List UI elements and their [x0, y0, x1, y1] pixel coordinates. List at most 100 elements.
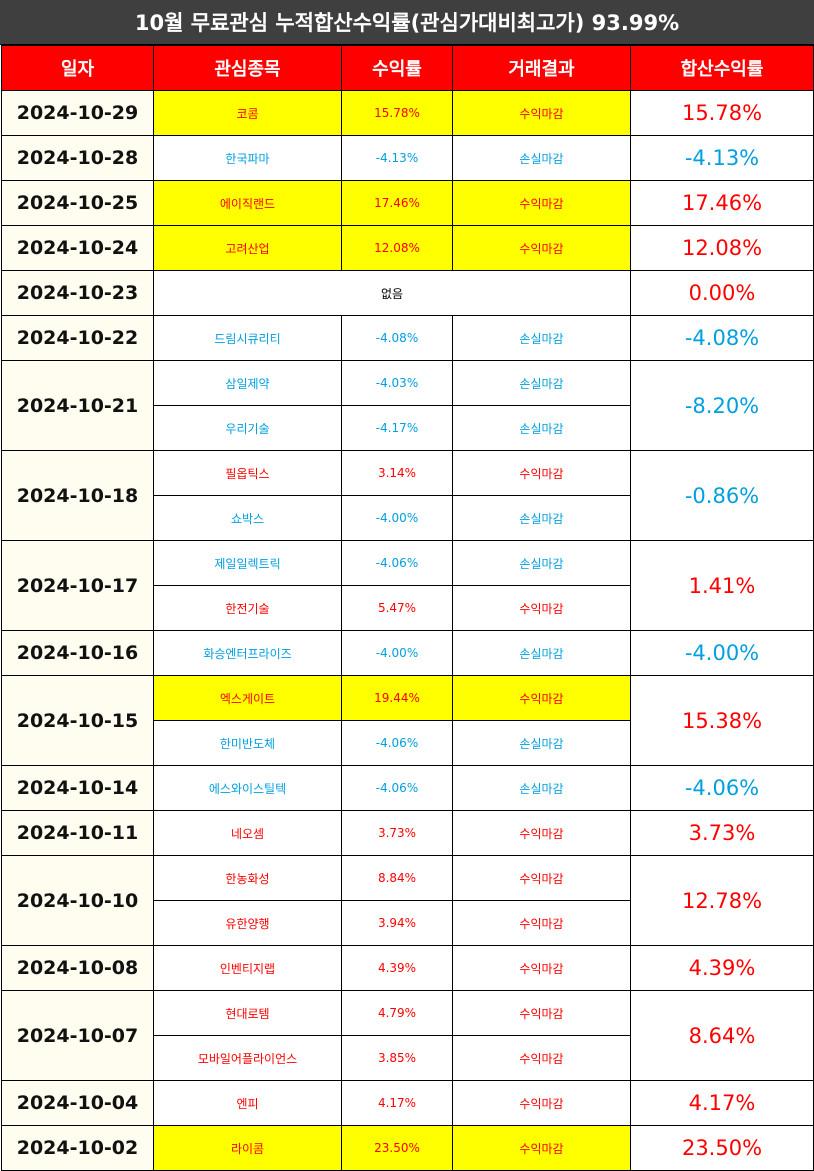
date-cell: 2024-10-21 [1, 360, 154, 451]
rate-cell: 17.46% [341, 180, 453, 226]
table-row: 우리기술 -4.17% 손실마감 [2, 405, 814, 451]
stock-name-cell: 코콤 [153, 90, 342, 136]
stock-name-cell: 에스와이스틸텍 [153, 765, 342, 811]
rate-cell: 4.79% [341, 990, 453, 1036]
stock-name-cell: 유한양행 [153, 900, 342, 946]
total-return-cell: -4.06% [630, 765, 814, 811]
result-cell: 수익마감 [452, 675, 631, 721]
result-cell: 손실마감 [452, 405, 631, 451]
result-cell: 수익마감 [452, 225, 631, 271]
stock-name-cell: 쇼박스 [153, 495, 342, 541]
date-cell: 2024-10-28 [1, 135, 154, 181]
stock-name-cell: 한미반도체 [153, 720, 342, 766]
date-cell: 2024-10-23 [1, 270, 154, 316]
total-return-cell: 17.46% [630, 180, 814, 226]
date-cell: 2024-10-18 [1, 450, 154, 541]
result-cell: 수익마감 [452, 1125, 631, 1171]
total-return-cell: 15.78% [630, 90, 814, 136]
rate-cell: -4.00% [341, 495, 453, 541]
table-row: 2024-10-14 에스와이스틸텍 -4.06% 손실마감 -4.06% [1, 765, 814, 811]
header-stock: 관심종목 [153, 45, 342, 91]
stock-name-cell: 라이콤 [153, 1125, 342, 1171]
total-return-cell: 8.64% [630, 990, 814, 1081]
table-row: 2024-10-02 라이콤 23.50% 수익마감 23.50% [1, 1125, 814, 1171]
stock-name-cell: 드림시큐리티 [153, 315, 342, 361]
rate-cell: 5.47% [341, 585, 453, 631]
total-return-cell: 0.00% [630, 270, 814, 316]
rate-cell: 3.73% [341, 810, 453, 856]
date-cell: 2024-10-14 [1, 765, 154, 811]
total-return-cell: 15.38% [630, 675, 814, 766]
date-cell: 2024-10-24 [1, 225, 154, 271]
table-row: 유한양행 3.94% 수익마감 [2, 900, 814, 946]
header-date: 일자 [1, 45, 154, 91]
table-row: 2024-10-17 제일일렉트릭 -4.06% 손실마감 1.41% [1, 540, 814, 631]
rate-cell: -4.13% [341, 135, 453, 181]
date-cell: 2024-10-02 [1, 1125, 154, 1171]
rate-cell: -4.00% [341, 630, 453, 676]
stock-name-cell: 에이직랜드 [153, 180, 342, 226]
rate-cell: 15.78% [341, 90, 453, 136]
result-cell: 수익마감 [452, 180, 631, 226]
stock-name-cell: 인벤티지랩 [153, 945, 342, 991]
total-return-cell: 12.78% [630, 855, 814, 946]
stock-name-cell: 필옵틱스 [153, 450, 342, 496]
rate-cell: -4.06% [341, 765, 453, 811]
date-cell: 2024-10-29 [1, 90, 154, 136]
rate-cell: -4.17% [341, 405, 453, 451]
rate-cell: -4.06% [341, 720, 453, 766]
rate-cell: 3.14% [341, 450, 453, 496]
result-cell: 손실마감 [452, 720, 631, 766]
result-cell: 수익마감 [452, 1035, 631, 1081]
table-row: 2024-10-15 엑스게이트 19.44% 수익마감 15.38% [1, 675, 814, 766]
date-cell: 2024-10-04 [1, 1080, 154, 1126]
header-rate: 수익률 [341, 45, 453, 91]
table-row: 쇼박스 -4.00% 손실마감 [2, 495, 814, 541]
date-cell: 2024-10-16 [1, 630, 154, 676]
date-cell: 2024-10-22 [1, 315, 154, 361]
stock-name-cell: 우리기술 [153, 405, 342, 451]
stock-name-cell: 한국파마 [153, 135, 342, 181]
result-cell: 손실마감 [452, 135, 631, 181]
stock-name-cell: 화승엔터프라이즈 [153, 630, 342, 676]
sheet-title: 10월 무료관심 누적합산수익률(관심가대비최고가) 93.99% [0, 0, 814, 45]
rate-cell: -4.08% [341, 315, 453, 361]
date-cell: 2024-10-10 [1, 855, 154, 946]
total-return-cell: -4.00% [630, 630, 814, 676]
stock-name-cell: 삼일제약 [153, 360, 342, 406]
date-cell: 2024-10-25 [1, 180, 154, 226]
table-row: 2024-10-22 드림시큐리티 -4.08% 손실마감 -4.08% [1, 315, 814, 361]
result-cell: 손실마감 [452, 765, 631, 811]
date-cell: 2024-10-07 [1, 990, 154, 1081]
result-cell: 손실마감 [452, 540, 631, 586]
table-row: 2024-10-28 한국파마 -4.13% 손실마감 -4.13% [1, 135, 814, 181]
result-cell: 수익마감 [452, 990, 631, 1036]
rate-cell: 12.08% [341, 225, 453, 271]
total-return-cell: -4.08% [630, 315, 814, 361]
total-return-cell: -0.86% [630, 450, 814, 541]
result-cell: 수익마감 [452, 855, 631, 901]
header-total: 합산수익률 [630, 45, 814, 91]
stock-name-cell: 엔피 [153, 1080, 342, 1126]
stock-name-cell: 네오셈 [153, 810, 342, 856]
rate-cell: 4.17% [341, 1080, 453, 1126]
result-cell: 수익마감 [452, 90, 631, 136]
table-row: 2024-10-21 삼일제약 -4.03% 손실마감 -8.20% [1, 360, 814, 451]
stock-name-cell: 한전기술 [153, 585, 342, 631]
table-row: 2024-10-11 네오셈 3.73% 수익마감 3.73% [1, 810, 814, 856]
total-return-cell: 3.73% [630, 810, 814, 856]
returns-table: 일자 관심종목 수익률 거래결과 합산수익률 2024-10-29 코콤 15.78… [1, 45, 814, 1171]
rate-cell: 3.85% [341, 1035, 453, 1081]
total-return-cell: 23.50% [630, 1125, 814, 1171]
table-body: 2024-10-29 코콤 15.78% 수익마감 15.78% 2024-10-28 한국… [1, 90, 814, 1171]
table-row: 모바일어플라이언스 3.85% 수익마감 [2, 1035, 814, 1081]
result-cell: 손실마감 [452, 360, 631, 406]
stock-name-cell: 제일일렉트릭 [153, 540, 342, 586]
stock-name-cell: 모바일어플라이언스 [153, 1035, 342, 1081]
table-row: 2024-10-29 코콤 15.78% 수익마감 15.78% [1, 90, 814, 136]
result-cell: 손실마감 [452, 630, 631, 676]
date-cell: 2024-10-15 [1, 675, 154, 766]
rate-cell: -4.06% [341, 540, 453, 586]
table-row: 2024-10-08 인벤티지랩 4.39% 수익마감 4.39% [1, 945, 814, 991]
stock-name-cell: 엑스게이트 [153, 675, 342, 721]
